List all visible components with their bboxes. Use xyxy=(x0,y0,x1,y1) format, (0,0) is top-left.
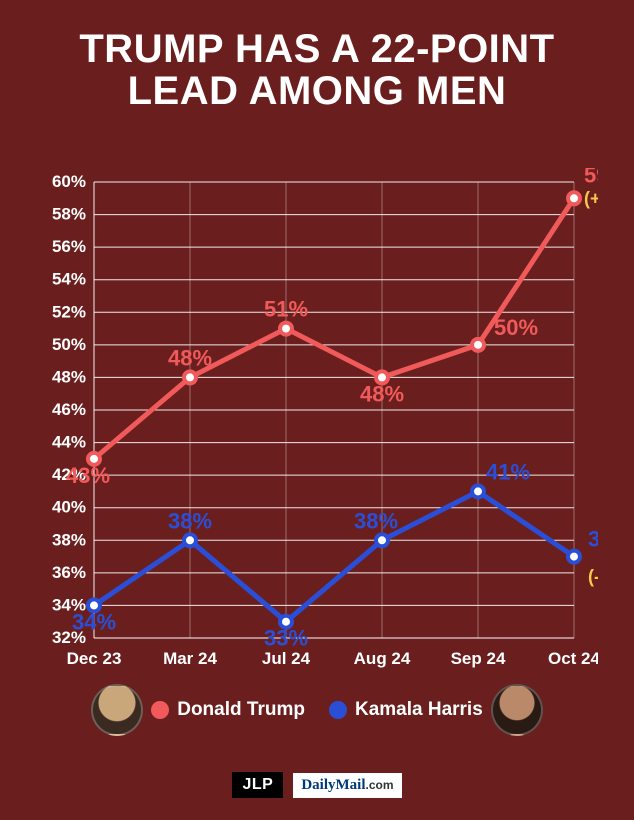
value-label: 33% xyxy=(264,626,308,651)
svg-text:36%: 36% xyxy=(52,563,86,582)
svg-text:48%: 48% xyxy=(52,367,86,386)
avatar-icon xyxy=(91,684,143,736)
svg-text:44%: 44% xyxy=(52,433,86,452)
value-label: 38% xyxy=(168,508,212,533)
value-label: 51% xyxy=(264,297,308,322)
dailymail-logo: DailyMail.com xyxy=(293,773,401,798)
chart-svg: 32%34%36%38%40%42%44%46%48%50%52%54%56%5… xyxy=(36,168,598,688)
footer-logos: JLP DailyMail.com xyxy=(0,772,634,798)
svg-text:Jul 24: Jul 24 xyxy=(262,649,311,668)
legend-swatch xyxy=(151,701,169,719)
svg-text:Sep 24: Sep 24 xyxy=(451,649,506,668)
svg-text:50%: 50% xyxy=(52,335,86,354)
svg-text:54%: 54% xyxy=(52,270,86,289)
svg-text:Mar 24: Mar 24 xyxy=(163,649,217,668)
legend-swatch xyxy=(329,701,347,719)
svg-text:40%: 40% xyxy=(52,498,86,517)
value-label: 59% xyxy=(584,168,598,187)
legend-label: Donald Trump xyxy=(177,699,305,721)
svg-text:Oct 24: Oct 24 xyxy=(548,649,598,668)
svg-text:Dec 23: Dec 23 xyxy=(67,649,122,668)
svg-text:(-3): (-3) xyxy=(588,567,598,587)
svg-text:52%: 52% xyxy=(52,302,86,321)
title-line-1: TRUMP HAS A 22-POINT xyxy=(20,28,614,70)
legend-item: Kamala Harris xyxy=(329,684,543,736)
avatar-icon xyxy=(491,684,543,736)
value-label: 48% xyxy=(360,381,404,406)
legend-item: Donald Trump xyxy=(91,684,305,736)
value-label: 41% xyxy=(486,459,530,484)
svg-text:56%: 56% xyxy=(52,237,86,256)
value-label: 43% xyxy=(66,463,110,488)
svg-text:46%: 46% xyxy=(52,400,86,419)
value-label: 50% xyxy=(494,315,538,340)
page-title: TRUMP HAS A 22-POINT LEAD AMONG MEN xyxy=(0,0,634,122)
value-label: 48% xyxy=(168,345,212,370)
dailymail-logo-suffix: .com xyxy=(366,778,394,792)
legend-label: Kamala Harris xyxy=(355,699,483,721)
svg-text:58%: 58% xyxy=(52,205,86,224)
jlp-logo: JLP xyxy=(232,772,283,798)
dailymail-logo-text: DailyMail xyxy=(301,777,365,793)
value-label: 37% xyxy=(588,527,598,552)
svg-text:Aug 24: Aug 24 xyxy=(354,649,411,668)
svg-text:(+9): (+9) xyxy=(584,188,598,208)
svg-text:60%: 60% xyxy=(52,172,86,191)
value-label: 34% xyxy=(72,609,116,634)
svg-text:38%: 38% xyxy=(52,530,86,549)
title-line-2: LEAD AMONG MEN xyxy=(20,70,614,112)
line-chart: 32%34%36%38%40%42%44%46%48%50%52%54%56%5… xyxy=(36,168,598,688)
value-label: 38% xyxy=(354,508,398,533)
legend: Donald Trump Kamala Harris xyxy=(0,684,634,736)
